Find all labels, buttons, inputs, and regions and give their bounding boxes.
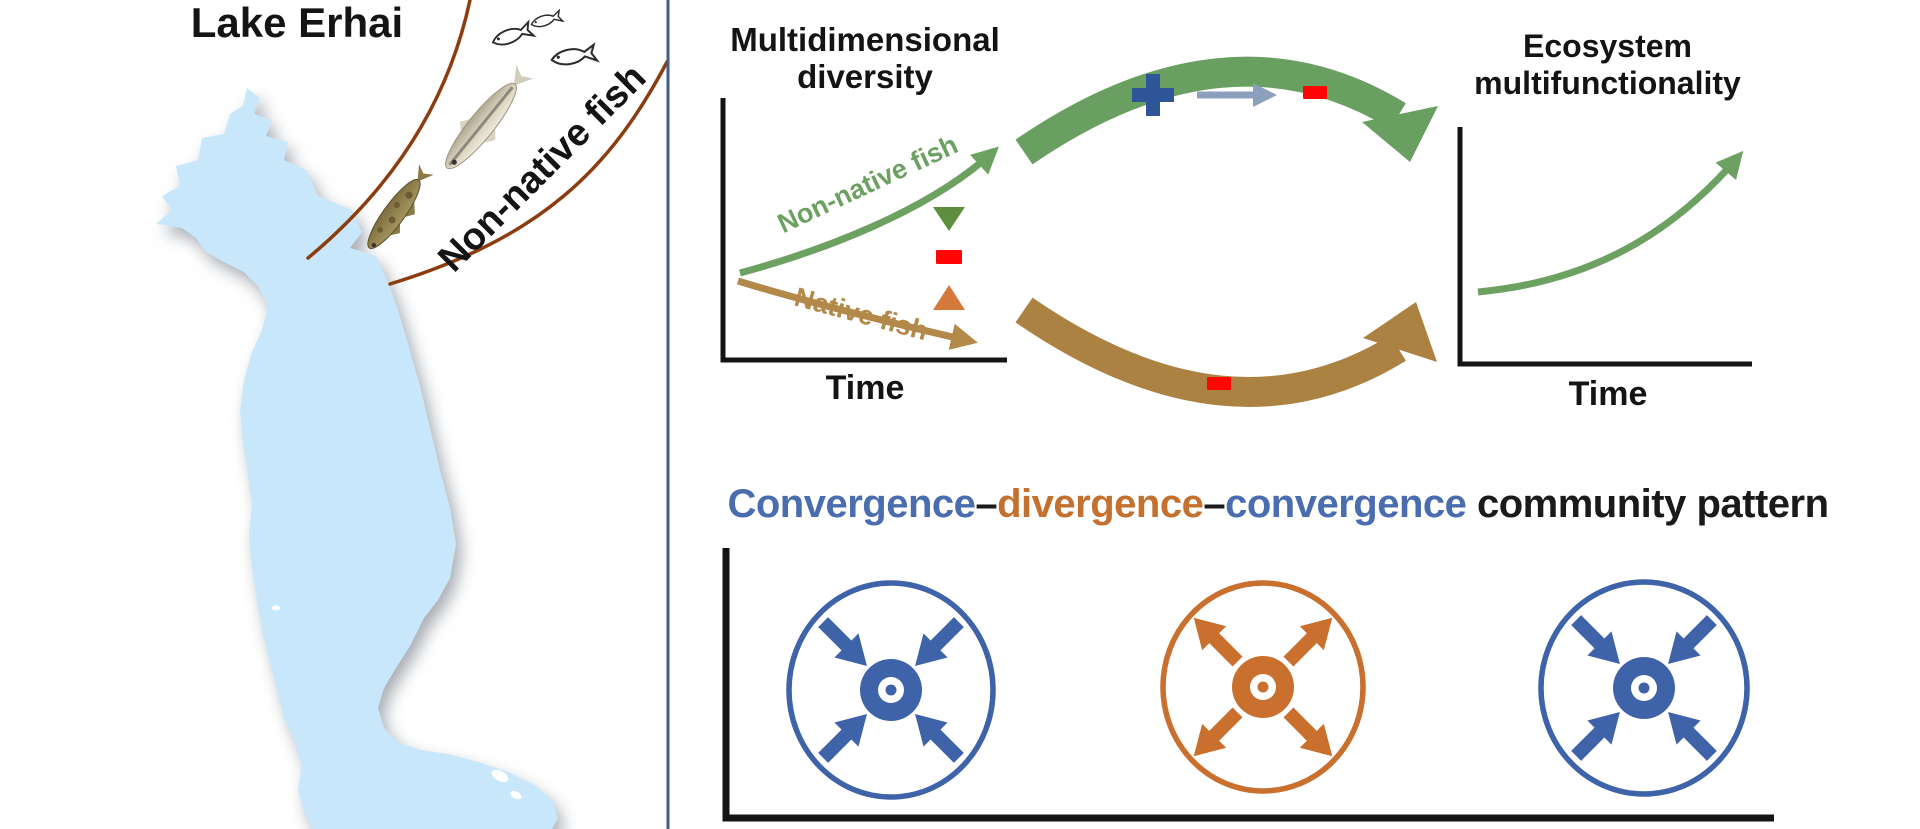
cycle-bottom-arc-arrow xyxy=(1015,297,1437,407)
multifunctionality-chart-axes xyxy=(1457,127,1752,367)
headline-divergence: divergence xyxy=(997,482,1204,526)
lake-island xyxy=(272,605,280,611)
non-native-diversity-curve xyxy=(739,146,999,277)
headline-convergence-1: Convergence xyxy=(727,482,976,526)
diversity-chart-title-line2: diversity xyxy=(797,57,933,95)
diversity-chart-title: Multidimensional diversity xyxy=(700,21,1030,96)
channel-line-left xyxy=(306,0,472,260)
community-circle-convergence-2 xyxy=(1538,579,1750,797)
lake-island xyxy=(491,769,509,783)
lake-erhai-shape xyxy=(156,88,558,829)
plus-icon xyxy=(1132,74,1174,116)
pattern-headline: Convergence–divergence–convergence commu… xyxy=(670,482,1886,526)
multifunctionality-curve xyxy=(1477,150,1744,296)
red-minus-icon xyxy=(936,250,962,264)
diversity-chart-axes xyxy=(720,98,1007,363)
green-triangle-down-icon xyxy=(933,207,965,231)
channel-line-right xyxy=(388,60,669,286)
diversity-x-axis-label: Time xyxy=(825,369,905,407)
multifunctionality-chart-title: Ecosystem multifunctionality xyxy=(1445,28,1770,102)
cycle-top-arc-arrow xyxy=(1015,56,1438,165)
lake-title: Lake Erhai xyxy=(190,0,404,46)
arrow-right-icon xyxy=(1197,83,1277,107)
multifunctionality-title-line1: Ecosystem xyxy=(1523,28,1692,64)
orange-triangle-up-icon xyxy=(933,285,965,310)
community-circle-divergence xyxy=(1160,580,1366,794)
fish-outline-icon xyxy=(529,9,564,30)
lake-island xyxy=(510,790,522,800)
headline-convergence-2: convergence xyxy=(1225,482,1467,526)
non-native-fish-photo-icefish xyxy=(445,64,534,170)
headline-dash-1: – xyxy=(975,482,998,526)
fish-outline-icon xyxy=(549,43,599,68)
multifunctionality-title-line2: multifunctionality xyxy=(1474,64,1741,101)
red-minus-icon xyxy=(1207,377,1231,390)
diversity-chart-title-line1: Multidimensional xyxy=(730,21,1000,58)
headline-community-pattern: community pattern xyxy=(1466,482,1829,526)
pattern-chart-axes xyxy=(722,548,1774,822)
community-circle-convergence-1 xyxy=(786,580,996,800)
fish-outline-icon xyxy=(489,20,535,50)
non-native-fish-photo-goby xyxy=(367,164,434,250)
native-diversity-curve xyxy=(736,277,978,350)
multifunctionality-x-axis-label: Time xyxy=(1568,375,1648,413)
red-minus-icon xyxy=(1303,86,1327,99)
headline-dash-2: – xyxy=(1203,482,1226,526)
